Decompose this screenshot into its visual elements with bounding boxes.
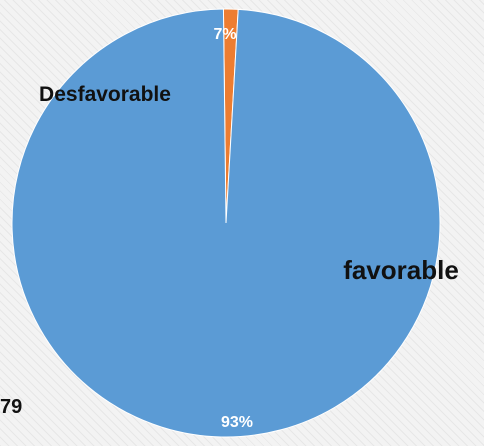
partial-edge-text: 79 bbox=[0, 396, 23, 418]
value-label-favorable: 93% bbox=[221, 414, 253, 431]
category-label-desfavorable: Desfavorable bbox=[39, 83, 171, 106]
slice-favorable bbox=[11, 8, 441, 438]
value-label-desfavorable: 7% bbox=[213, 26, 236, 43]
category-label-favorable: favorable bbox=[343, 255, 459, 285]
pie-slices bbox=[11, 8, 441, 438]
